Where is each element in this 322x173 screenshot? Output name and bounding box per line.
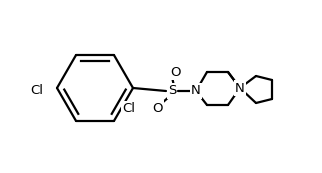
Text: N: N: [235, 81, 245, 94]
Text: O: O: [171, 66, 181, 79]
Text: S: S: [168, 84, 176, 98]
Text: Cl: Cl: [122, 102, 135, 115]
Text: O: O: [153, 102, 163, 115]
Text: N: N: [191, 84, 201, 98]
Text: Cl: Cl: [30, 84, 43, 97]
